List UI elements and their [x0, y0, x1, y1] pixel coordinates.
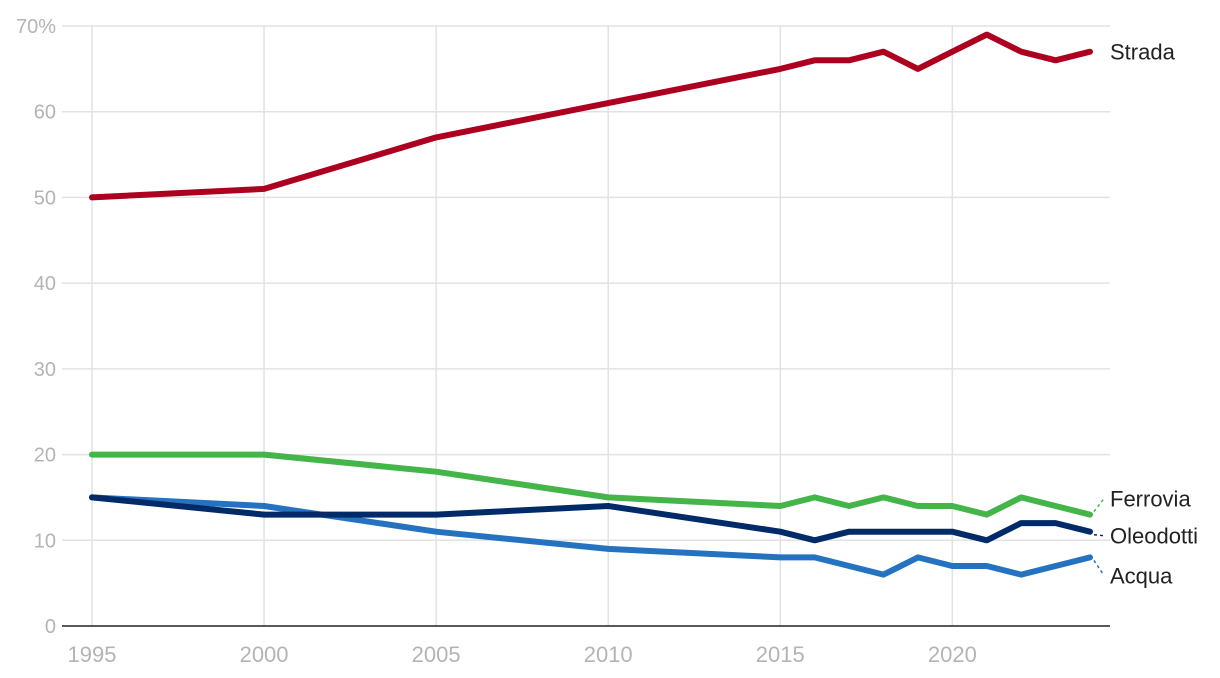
series-label-acqua: Acqua	[1110, 563, 1173, 588]
x-tick-label: 2005	[412, 642, 461, 667]
series-line-ferrovia	[89, 451, 1093, 518]
series-line-strada	[89, 31, 1093, 201]
leader-ferrovia	[1093, 498, 1105, 513]
x-tick-label: 2010	[584, 642, 633, 667]
y-tick-label: 20	[34, 445, 56, 467]
gridlines	[62, 25, 1110, 626]
series-label-ferrovia: Ferrovia	[1110, 487, 1191, 512]
y-tick-label: 50	[34, 187, 56, 209]
series-labels: Strada Ferrovia Oleodotti Acqua	[1093, 40, 1198, 588]
y-tick-label: 60	[34, 102, 56, 124]
x-tick-label: 2015	[756, 642, 805, 667]
y-tick-label: 70%	[16, 16, 56, 38]
y-tick-label: 40	[34, 273, 56, 295]
series-lines	[89, 31, 1093, 578]
series-label-strada: Strada	[1110, 40, 1176, 65]
y-axis-ticks: 0 10 20 30 40 50 60 70%	[16, 16, 56, 638]
x-tick-label: 1995	[68, 642, 117, 667]
leader-oleodotti	[1093, 533, 1105, 537]
leader-acqua	[1093, 560, 1105, 576]
x-axis-ticks: 1995 2000 2005 2010 2015 2020	[68, 642, 977, 667]
x-tick-label: 2000	[240, 642, 289, 667]
series-label-oleodotti: Oleodotti	[1110, 524, 1198, 549]
x-tick-label: 2020	[928, 642, 977, 667]
y-tick-label: 0	[45, 616, 56, 638]
y-tick-label: 10	[34, 530, 56, 552]
y-tick-label: 30	[34, 359, 56, 381]
series-line-acqua	[89, 494, 1093, 578]
series-line-oleodotti	[89, 494, 1093, 544]
